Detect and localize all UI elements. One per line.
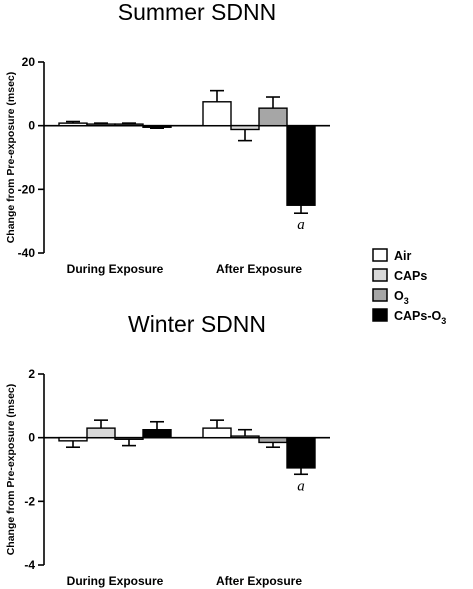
y-axis-label: Change from Pre-exposure (msec) (5, 384, 17, 556)
y-tick-label: 2 (28, 367, 35, 381)
chart-title: Winter SDNN (128, 311, 266, 337)
bar-air (202, 101, 232, 127)
legend-label: O3 (394, 289, 409, 306)
y-tick-label: -2 (24, 494, 35, 508)
legend-label: Air (394, 249, 412, 263)
bar-air (202, 427, 232, 439)
y-axis-label: Change from Pre-exposure (msec) (5, 72, 17, 244)
y-tick-label: -40 (18, 246, 36, 260)
legend-label: CAPs (394, 269, 427, 283)
bar-air (58, 122, 88, 127)
x-category-label: After Exposure (216, 262, 302, 276)
chart-title: Summer SDNN (118, 0, 276, 25)
bar-caps (86, 427, 116, 439)
bar-caps (230, 435, 260, 439)
bar-o3 (114, 436, 144, 440)
x-category-label: After Exposure (216, 574, 302, 588)
chart-panel-1: Summer SDNN Change from Pre-exposure (mse… (5, 0, 330, 276)
legend-swatch (372, 268, 388, 282)
bar-caps (230, 124, 260, 131)
y-tick-label: 0 (28, 431, 35, 445)
legend-swatch (372, 308, 388, 322)
bar-o3 (114, 123, 144, 127)
bar-caps (86, 123, 116, 127)
bar-caps-o3 (286, 436, 316, 469)
bar-air (58, 436, 88, 442)
legend-label: CAPs-O3 (394, 309, 446, 326)
y-tick-label: -20 (18, 182, 36, 196)
y-tick-label: 0 (28, 119, 35, 133)
x-category-label: During Exposure (67, 262, 164, 276)
y-tick-label: -4 (24, 558, 35, 572)
legend-swatch (372, 248, 388, 262)
bar-o3 (258, 107, 288, 127)
significance-annotation: a (297, 478, 305, 494)
bar-o3 (258, 436, 288, 444)
bar-caps-o3 (142, 124, 172, 128)
chart-panel-2: Winter SDNN Change from Pre-exposure (mse… (5, 311, 330, 588)
legend: Air CAPs O3 CAPs-O3 (372, 248, 446, 326)
y-tick-label: 20 (22, 55, 36, 69)
bar-caps-o3 (286, 124, 316, 206)
significance-annotation: a (297, 217, 305, 233)
bar-caps-o3 (142, 429, 172, 439)
x-category-label: During Exposure (67, 574, 164, 588)
legend-swatch (372, 288, 388, 302)
